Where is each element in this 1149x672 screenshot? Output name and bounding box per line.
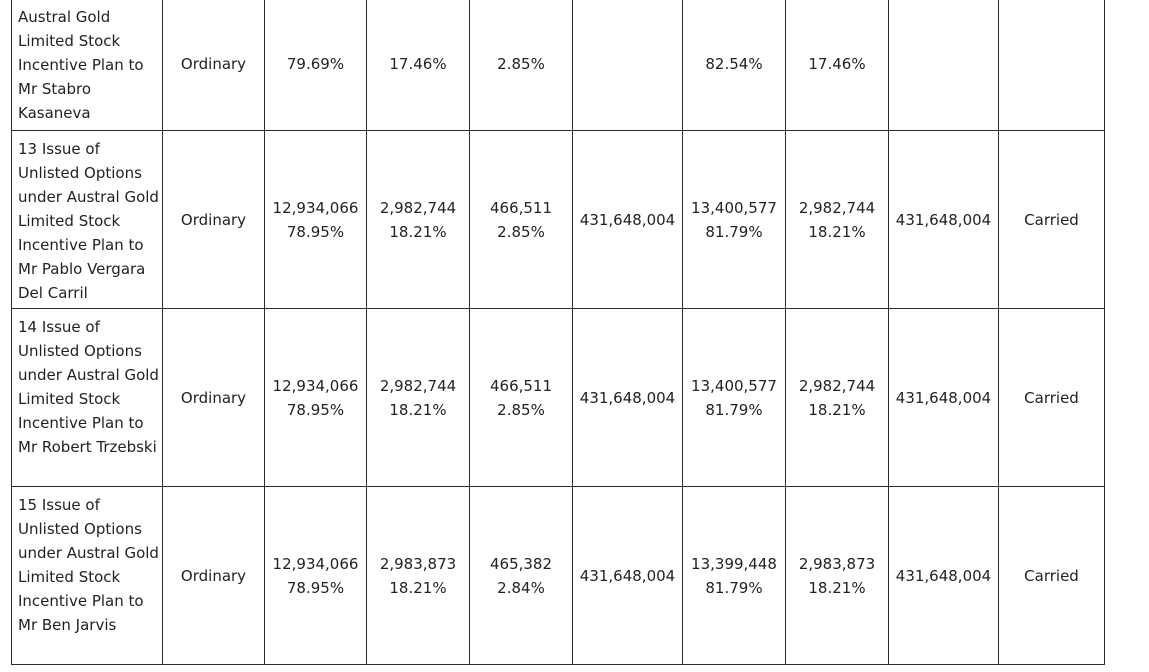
against-percent: 18.21% [389, 578, 447, 597]
against-votes: 2,982,744 [379, 376, 457, 395]
for-cell: 12,934,066 78.95% [264, 308, 367, 487]
against-cell: 2,982,744 18.21% [366, 130, 470, 309]
for-votes: 12,934,066 [272, 198, 359, 217]
poll-against-percent: 17.46% [808, 55, 866, 73]
abstain-cell: 431,648,004 [572, 308, 683, 487]
for-cell: 12,934,066 78.95% [264, 486, 367, 665]
resolution-cell: 13 Issue of Unlisted Options under Austr… [11, 130, 163, 309]
poll-for-cell: 13,400,577 81.79% [682, 308, 786, 487]
discretionary-cell: 466,511 2.85% [469, 130, 573, 309]
table-row: 14 Issue of Unlisted Options under Austr… [11, 308, 1105, 487]
for-percent: 78.95% [286, 222, 345, 241]
against-percent: 17.46% [389, 55, 447, 73]
table-row: 13 Issue of Unlisted Options under Austr… [11, 130, 1105, 309]
for-cell: 79.69% [264, 0, 367, 131]
result-cell: Carried [998, 130, 1105, 309]
discretionary-percent: 2.85% [497, 400, 545, 419]
discretionary-votes: 466,511 [489, 198, 553, 217]
table-row: 15 Issue of Unlisted Options under Austr… [11, 486, 1105, 665]
against-cell: 2,982,744 18.21% [366, 308, 470, 487]
discretionary-cell: 465,382 2.84% [469, 486, 573, 665]
resolution-cell: 15 Issue of Unlisted Options under Austr… [11, 486, 163, 665]
for-votes: 12,934,066 [272, 554, 359, 573]
poll-for-percent: 82.54% [705, 55, 763, 73]
against-cell: 17.46% [366, 0, 470, 131]
discretionary-percent: 2.85% [497, 55, 545, 73]
abstain-cell: 431,648,004 [572, 486, 683, 665]
class-cell: Ordinary [162, 0, 265, 131]
poll-for-percent: 81.79% [705, 222, 763, 241]
against-votes: 2,982,744 [379, 198, 457, 217]
abstain-cell [572, 0, 683, 131]
for-percent: 78.95% [286, 400, 345, 419]
poll-against-cell: 2,982,744 18.21% [785, 130, 889, 309]
for-percent: 78.95% [286, 578, 345, 597]
voting-results-table: Austral Gold Limited Stock Incentive Pla… [11, 0, 1105, 665]
poll-against-votes: 2,983,873 [798, 554, 876, 573]
discretionary-percent: 2.85% [497, 222, 545, 241]
poll-abstain-cell [888, 0, 999, 131]
discretionary-cell: 2.85% [469, 0, 573, 131]
poll-against-cell: 2,983,873 18.21% [785, 486, 889, 665]
result-cell: Carried [998, 308, 1105, 487]
poll-for-votes: 13,400,577 [691, 376, 777, 395]
poll-abstain-cell: 431,648,004 [888, 308, 999, 487]
poll-against-votes: 2,982,744 [798, 376, 876, 395]
discretionary-cell: 466,511 2.85% [469, 308, 573, 487]
poll-for-percent: 81.79% [705, 400, 763, 419]
class-cell: Ordinary [162, 486, 265, 665]
poll-for-cell: 82.54% [682, 0, 786, 131]
poll-against-votes: 2,982,744 [798, 198, 876, 217]
class-cell: Ordinary [162, 308, 265, 487]
abstain-cell: 431,648,004 [572, 130, 683, 309]
poll-against-percent: 18.21% [808, 222, 866, 241]
poll-for-cell: 13,400,577 81.79% [682, 130, 786, 309]
discretionary-percent: 2.84% [497, 578, 545, 597]
table-row: Austral Gold Limited Stock Incentive Pla… [11, 0, 1105, 131]
poll-for-cell: 13,399,448 81.79% [682, 486, 786, 665]
against-percent: 18.21% [389, 222, 447, 241]
poll-abstain-cell: 431,648,004 [888, 130, 999, 309]
for-percent: 79.69% [286, 55, 345, 73]
discretionary-votes: 465,382 [489, 554, 553, 573]
against-votes: 2,983,873 [379, 554, 457, 573]
resolution-cell: 14 Issue of Unlisted Options under Austr… [11, 308, 163, 487]
poll-for-votes: 13,399,448 [691, 554, 777, 573]
result-cell: Carried [998, 486, 1105, 665]
against-cell: 2,983,873 18.21% [366, 486, 470, 665]
poll-against-cell: 2,982,744 18.21% [785, 308, 889, 487]
poll-abstain-cell: 431,648,004 [888, 486, 999, 665]
discretionary-votes: 466,511 [489, 376, 553, 395]
poll-against-percent: 18.21% [808, 400, 866, 419]
against-percent: 18.21% [389, 400, 447, 419]
poll-against-percent: 18.21% [808, 578, 866, 597]
for-cell: 12,934,066 78.95% [264, 130, 367, 309]
for-votes: 12,934,066 [272, 376, 359, 395]
poll-for-votes: 13,400,577 [691, 198, 777, 217]
poll-against-cell: 17.46% [785, 0, 889, 131]
class-cell: Ordinary [162, 130, 265, 309]
resolution-cell: Austral Gold Limited Stock Incentive Pla… [11, 0, 163, 131]
result-cell [998, 0, 1105, 131]
poll-for-percent: 81.79% [705, 578, 763, 597]
